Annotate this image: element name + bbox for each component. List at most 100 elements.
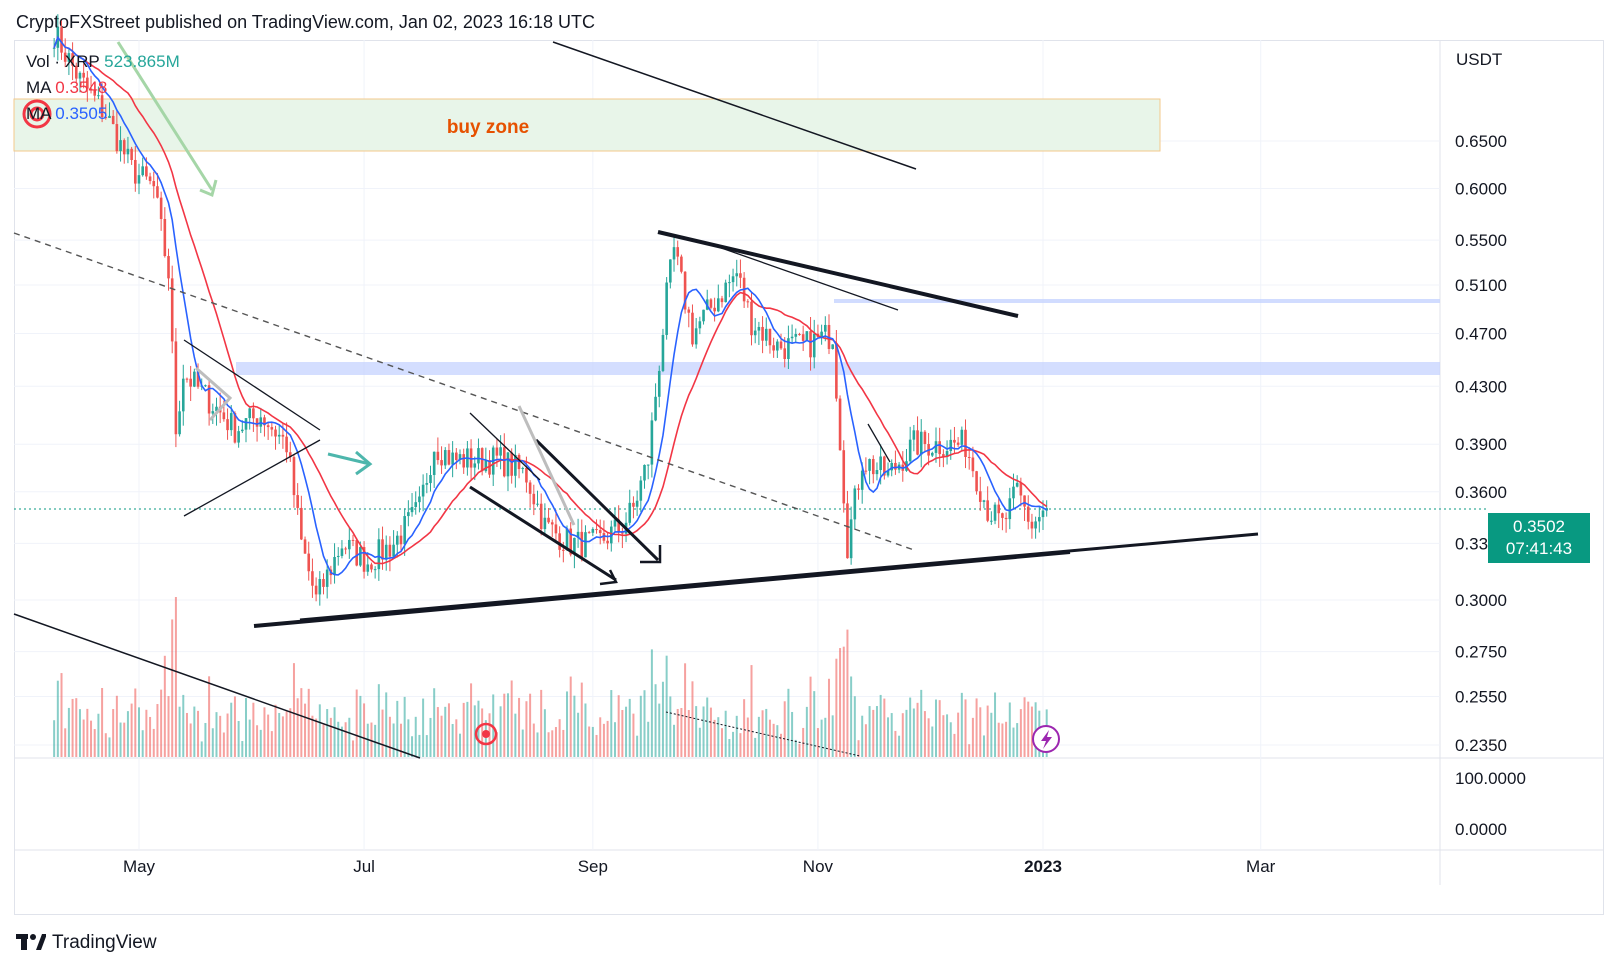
legend-ma-slow-value: 0.3548	[55, 78, 108, 97]
volume-bar	[211, 728, 214, 757]
candle-body	[477, 448, 480, 464]
candle-body	[746, 301, 750, 303]
volume-bar	[529, 693, 532, 757]
volume-bar	[171, 619, 174, 757]
candle-body	[181, 378, 185, 412]
volume-bar	[119, 722, 122, 757]
volume-bar	[163, 655, 166, 757]
volume-bar	[724, 710, 727, 757]
target-icon[interactable]	[22, 99, 52, 129]
candle-body	[543, 517, 547, 530]
candle-body	[672, 247, 676, 260]
candle-body	[344, 548, 347, 550]
candle-body	[506, 452, 510, 477]
legend-ma-fast-label: MA	[26, 104, 51, 123]
volume-bar	[78, 709, 81, 757]
volume-bar	[540, 689, 543, 757]
candle-body	[654, 396, 657, 421]
candle-body	[643, 464, 646, 481]
trendline-lower-left	[13, 613, 421, 759]
resistance-band[interactable]	[236, 362, 1440, 375]
volume-bar	[329, 717, 332, 757]
candle-body	[82, 72, 85, 78]
volume-bar	[197, 710, 200, 757]
footer-brand-label: TradingView	[52, 932, 157, 953]
volume-bar	[706, 697, 709, 757]
candle-body	[285, 436, 288, 453]
volume-bar	[256, 725, 259, 757]
volume-bar	[754, 737, 757, 757]
volume-bar	[359, 695, 362, 757]
candle-body	[1026, 506, 1030, 522]
volume-bar	[230, 702, 233, 757]
candle-body	[632, 502, 635, 507]
volume-bar	[702, 706, 705, 757]
candle-body	[399, 535, 403, 545]
candle-body	[108, 115, 111, 118]
volume-bar	[245, 698, 248, 757]
volume-bar	[241, 741, 244, 757]
volume-bar	[687, 710, 690, 757]
candle-body	[532, 493, 536, 505]
footer-brand[interactable]: TradingView	[16, 932, 157, 954]
target-icon[interactable]	[474, 722, 498, 746]
volume-bar	[326, 709, 329, 757]
legend-ma-slow[interactable]: MA 0.3548	[26, 78, 107, 98]
legend-volume[interactable]: Vol · XRP 523.865M	[26, 52, 180, 72]
volume-bar	[665, 655, 668, 757]
candle-body	[395, 535, 399, 545]
price-tick-label: 0.3600	[1455, 483, 1507, 502]
trendlines[interactable]	[13, 41, 1259, 759]
candle-body	[455, 452, 458, 460]
volume-bar	[905, 709, 908, 757]
triangle-top-line	[657, 230, 1019, 318]
volume-bar	[606, 720, 609, 757]
candle-body	[473, 463, 477, 468]
volume-trendline	[665, 711, 861, 757]
candle-body	[462, 454, 466, 468]
trendline-upper	[552, 41, 917, 170]
volume-bar	[931, 726, 934, 757]
candle-body	[964, 429, 967, 457]
candle-body	[750, 301, 753, 336]
volume-bar	[994, 692, 997, 757]
volume-bar	[684, 663, 687, 757]
lightning-icon[interactable]	[1032, 725, 1060, 753]
candle-body	[436, 451, 440, 461]
volume-bar	[661, 681, 664, 757]
candle-body	[71, 53, 74, 66]
legend-ma-fast[interactable]: MA 0.3505	[26, 104, 107, 124]
time-tick-label: 2023	[1024, 857, 1062, 876]
volume-bar	[839, 648, 842, 757]
volume-bar	[436, 707, 439, 757]
volume-bar	[403, 696, 406, 757]
last-price-value: 0.3502	[1513, 517, 1565, 536]
candle-body	[311, 571, 314, 586]
volume-bar	[237, 721, 240, 757]
volume-bar	[101, 687, 104, 757]
volume-bar	[853, 696, 856, 757]
candle-body	[978, 491, 982, 502]
volume-bar	[898, 735, 901, 757]
candle-body	[281, 434, 285, 437]
volume-bar	[1005, 721, 1008, 757]
volume-bar	[60, 673, 63, 757]
volume-bar	[569, 676, 572, 757]
candle-body	[126, 148, 130, 155]
candle-body	[694, 328, 698, 345]
candle-body	[300, 507, 303, 540]
candle-body	[646, 464, 650, 466]
candle-body	[495, 447, 499, 456]
candle-body	[86, 77, 89, 89]
buy-zone-box[interactable]	[13, 98, 1161, 152]
candle-body	[266, 425, 270, 428]
volume-bar	[259, 729, 262, 757]
volume-bar	[300, 688, 303, 757]
candle-body	[130, 148, 133, 160]
candle-body	[831, 344, 834, 349]
candle-body	[156, 186, 159, 198]
candle-body	[403, 516, 406, 545]
resistance-line[interactable]	[834, 299, 1440, 303]
candle-body	[735, 273, 739, 277]
